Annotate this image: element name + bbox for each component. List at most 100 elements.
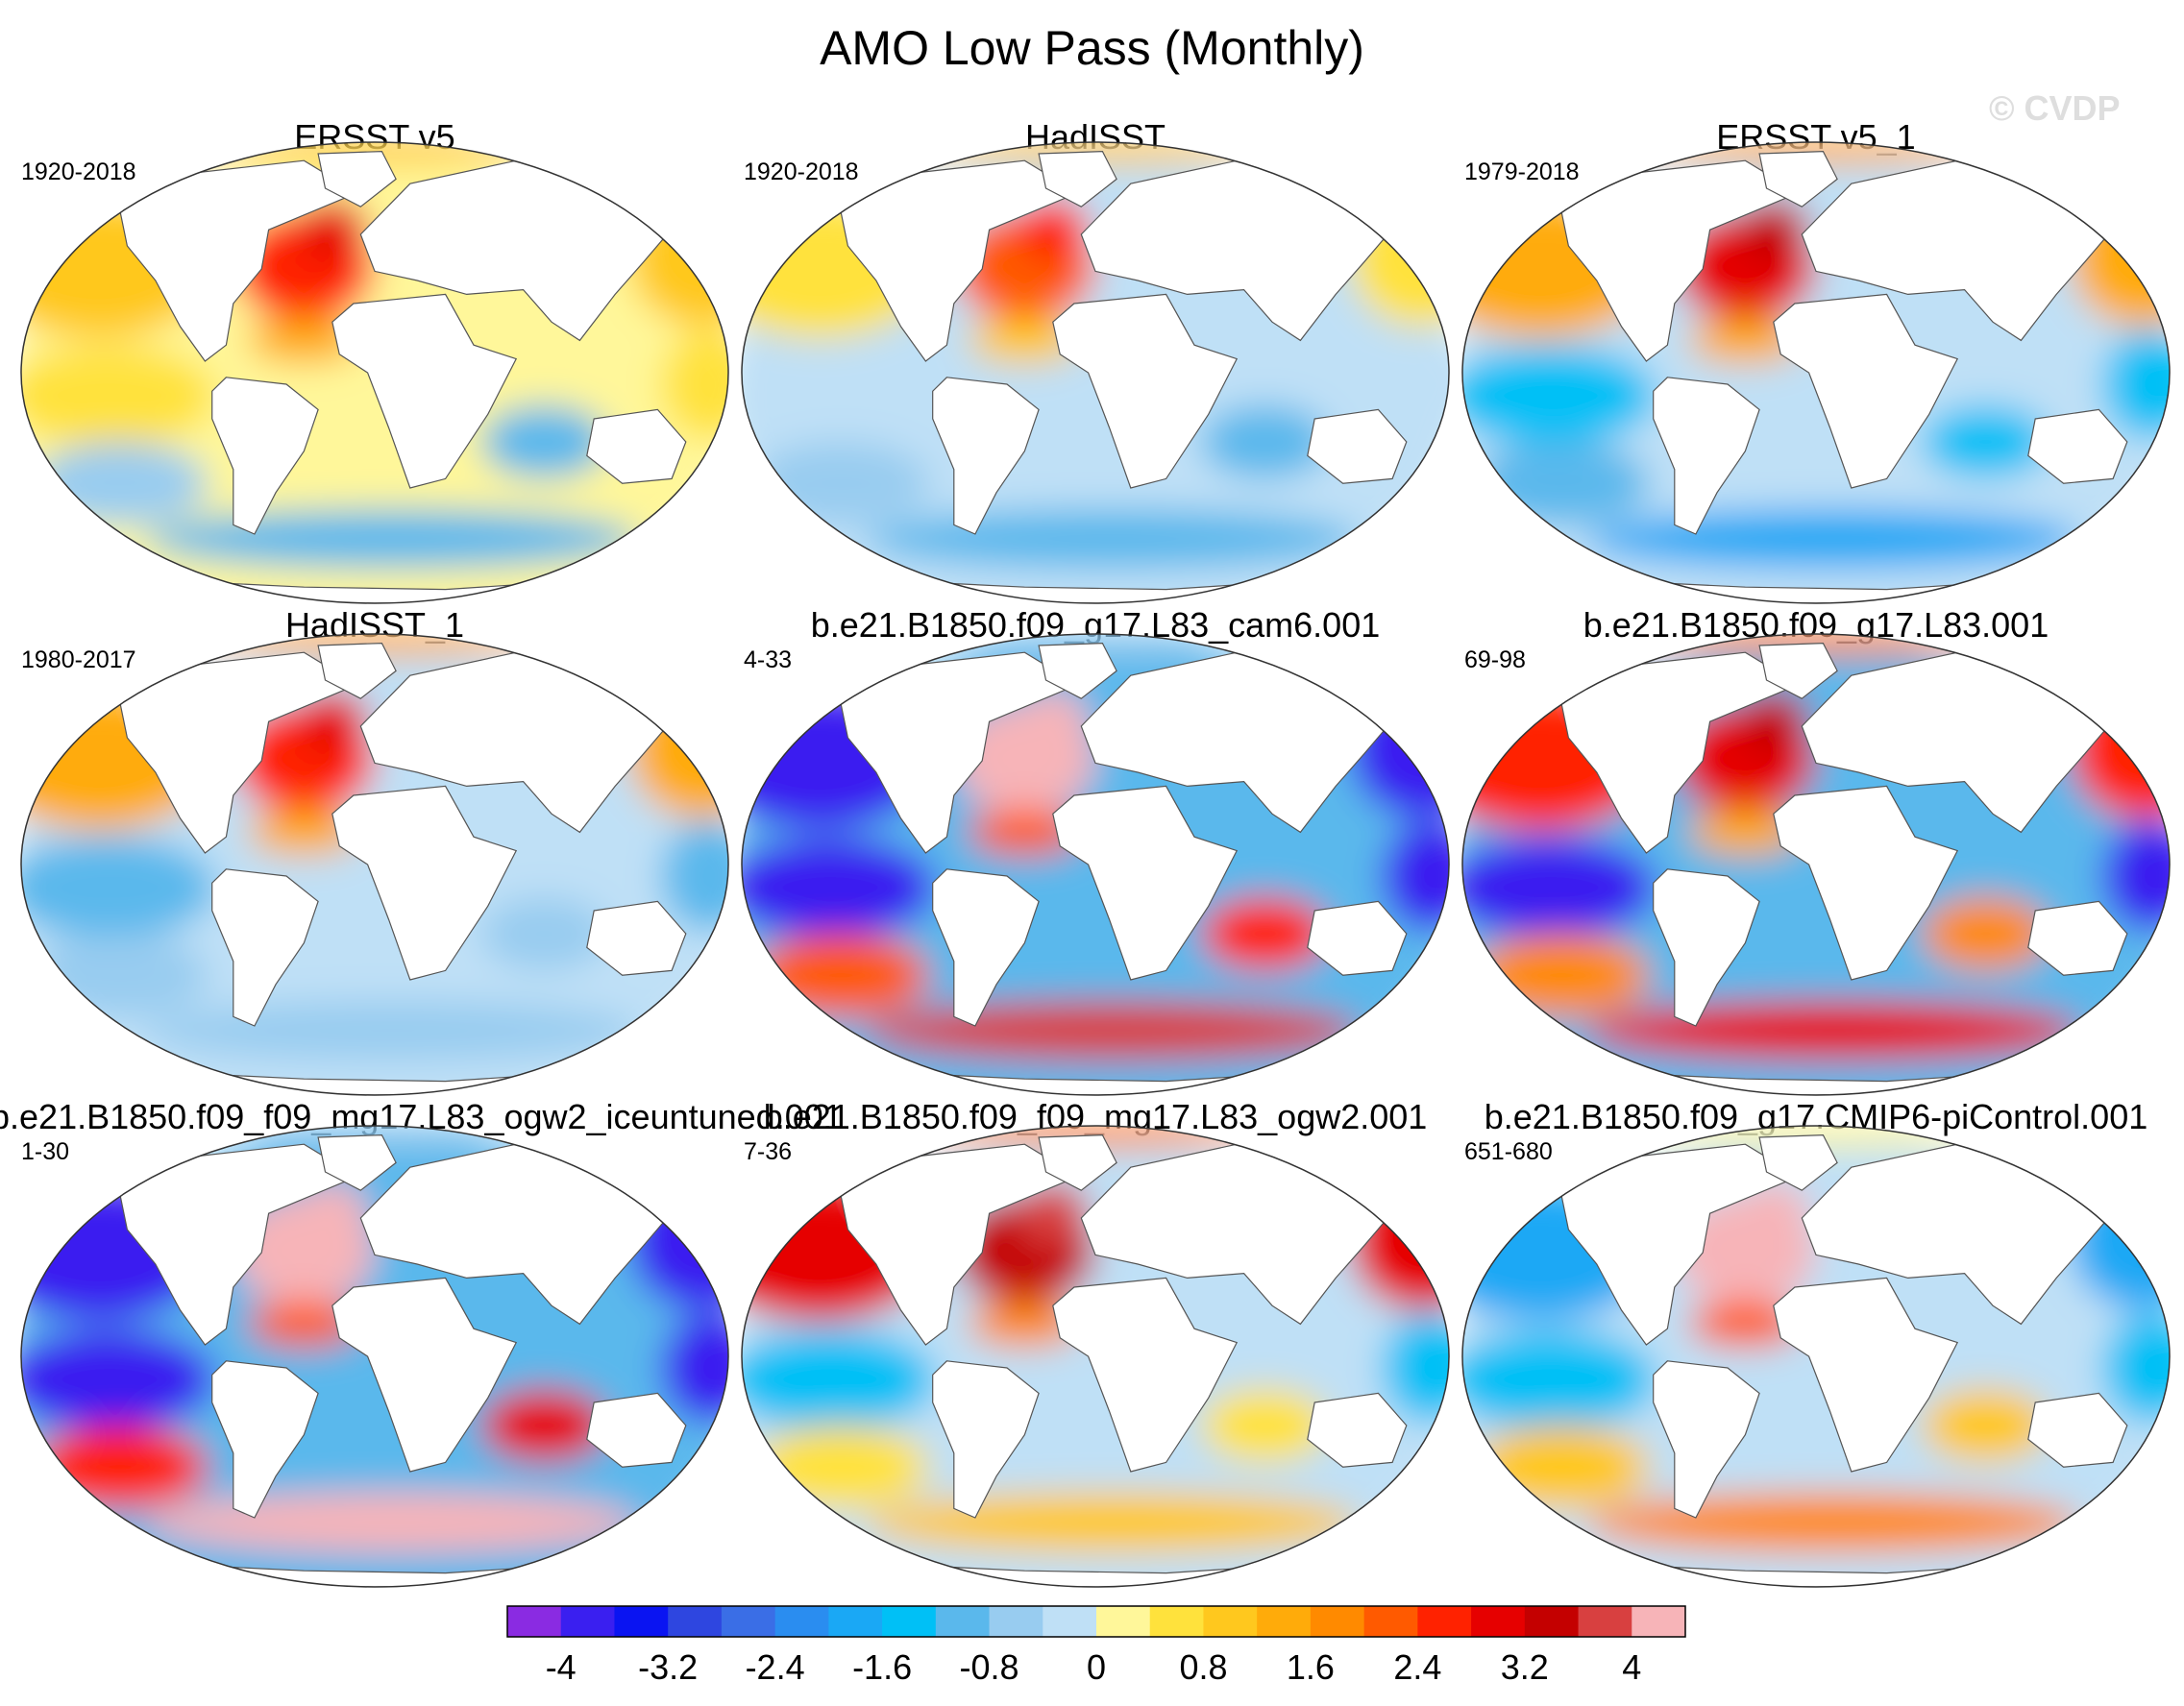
sst-region [1382,1312,1449,1424]
panel-years: 651-680 [1464,1138,1553,1165]
panel-years: 69-98 [1464,646,1526,673]
sst-region [297,197,368,262]
sst-region [661,820,728,932]
continent-greenland [1758,1133,1838,1191]
colorbar-tick-label: -4 [546,1647,577,1687]
colorbar-tick-label: -0.8 [959,1647,1018,1687]
colorbar-swatch [1578,1606,1632,1637]
map-border [741,1125,1450,1588]
continent-south-america [932,868,1040,1027]
continent-north-america [840,651,1079,854]
sst-region [1382,329,1449,440]
map-panel [741,633,1450,1096]
colorbar-swatch [935,1606,991,1637]
sst-region [480,896,608,971]
continent-australia [586,900,687,976]
map-border [1461,141,2171,604]
colorbar-swatch [668,1606,723,1637]
sst-region [1462,345,1657,447]
continent-south-america [1653,1360,1760,1519]
map-border [741,141,1450,604]
sst-region [1201,404,1329,479]
colorbar-swatch [1417,1606,1472,1637]
sst-region [661,329,728,440]
continent-south-america [1653,377,1760,535]
sst-region [297,689,368,754]
continent-north-america [119,651,358,854]
continent-south-america [1653,868,1760,1027]
sst-region [1201,1388,1329,1463]
colorbar-swatch [1471,1606,1526,1637]
colorbar-swatch [560,1606,615,1637]
continent-australia [1307,900,1408,976]
sst-region [752,934,930,1017]
colorbar-swatch [1310,1606,1365,1637]
sst-region [1922,404,2049,479]
sst-region [247,317,361,364]
sst-region [742,837,937,938]
sst-region [32,442,209,525]
sst-region [297,1181,368,1246]
continent-africa [331,1277,518,1473]
sst-region [1688,809,1803,856]
continent-australia [2027,900,2128,976]
colorbar-tick-label: -3.2 [638,1647,698,1687]
sst-region [480,404,608,479]
continent-africa [1773,1277,1959,1473]
colorbar-swatch [882,1606,937,1637]
sst-region [1018,1181,1089,1246]
continent-africa [1052,293,1239,489]
colorbar-swatch [721,1606,776,1637]
continent-greenland [1758,150,1838,207]
continent-greenland [1038,1133,1117,1191]
sst-region [1688,1301,1803,1348]
colorbar-tick-label: -2.4 [746,1647,805,1687]
colorbar-swatch [507,1606,562,1637]
sst-region [865,508,1361,569]
continent-north-america [1560,651,1800,854]
sst-region [1473,442,1651,525]
colorbar-swatch [614,1606,669,1637]
sst-region [32,934,209,1017]
main-title: AMO Low Pass (Monthly) [820,21,1364,75]
sst-region [2102,1312,2170,1424]
continent-australia [1307,408,1408,484]
map-border [1461,1125,2171,1588]
colorbar-frame [506,1605,1686,1638]
map-panel [741,1125,1450,1588]
sst-region [1738,689,1809,754]
panel-years: 1-30 [21,1138,70,1165]
colorbar-swatch [1203,1606,1258,1637]
map-panel [1461,1125,2171,1588]
panel-years: 1979-2018 [1464,158,1580,185]
colorbar-swatch [989,1606,1043,1637]
sst-region [1922,1388,2049,1463]
map-border [20,633,729,1096]
colorbar-swatch [1363,1606,1418,1637]
continent-africa [1773,785,1959,981]
continent-africa [331,785,518,981]
continent-greenland [317,642,397,699]
sst-region [865,1000,1361,1060]
continent-greenland [1758,642,1838,699]
panel-years: 7-36 [744,1138,793,1165]
continent-north-america [1560,1143,1800,1346]
continent-greenland [317,150,397,207]
sst-region [32,1426,209,1509]
colorbar-swatch [1257,1606,1312,1637]
colorbar-swatch [1524,1606,1580,1637]
sst-region [1473,934,1651,1017]
continent-south-america [211,868,319,1027]
watermark: © CVDP [1989,88,2121,128]
continent-north-america [840,159,1079,362]
sst-region [968,317,1082,364]
sst-region [1585,1000,2081,1060]
map-panel [1461,141,2171,604]
colorbar-swatch [1043,1606,1097,1637]
continent-africa [1773,293,1959,489]
map-panel [20,633,729,1096]
sst-region [742,1328,937,1430]
continent-greenland [317,1133,397,1191]
continent-australia [586,1392,687,1468]
colorbar-tick-label: 3.2 [1501,1647,1549,1687]
